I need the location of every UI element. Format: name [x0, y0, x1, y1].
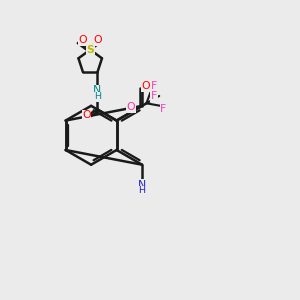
Text: N: N: [93, 85, 102, 95]
Text: H: H: [94, 92, 101, 101]
Text: N: N: [138, 180, 146, 190]
Text: O: O: [127, 102, 135, 112]
Text: O: O: [94, 35, 102, 45]
Text: F: F: [151, 81, 157, 91]
Text: F: F: [151, 91, 157, 101]
Text: O: O: [141, 81, 150, 91]
Text: F: F: [160, 104, 167, 114]
Text: H: H: [139, 186, 145, 195]
Text: O: O: [82, 110, 91, 120]
Text: S: S: [86, 45, 94, 55]
Text: O: O: [78, 35, 87, 45]
